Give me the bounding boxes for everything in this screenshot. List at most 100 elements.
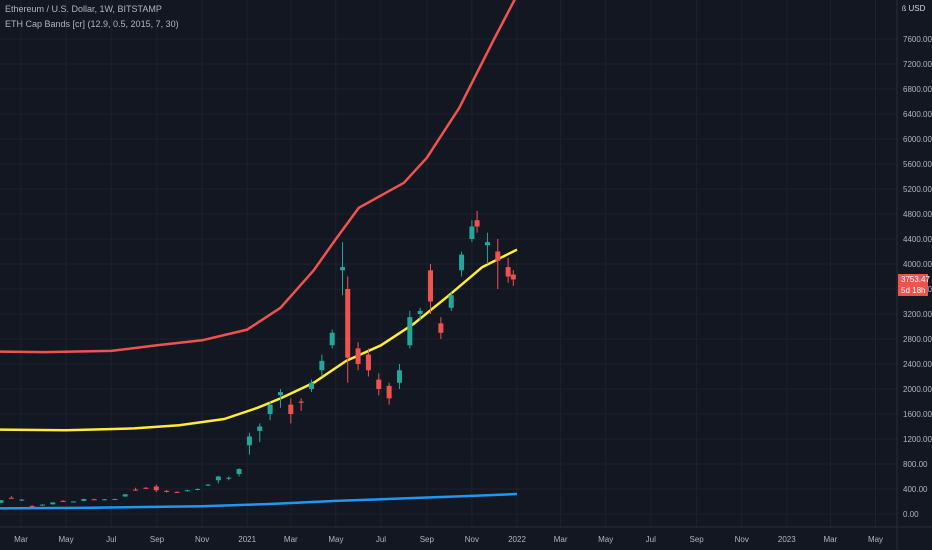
- y-tick-label: 400.00: [903, 485, 928, 494]
- candle-body: [257, 426, 263, 431]
- x-tick-label: 2023: [778, 535, 796, 544]
- candle-up: [340, 242, 346, 296]
- x-tick-label: Mar: [554, 535, 568, 544]
- x-tick-label: Nov: [465, 535, 479, 544]
- cap-bands: [0, 0, 518, 510]
- candle-up: [267, 401, 273, 421]
- candle-down: [164, 489, 170, 493]
- candle-body: [122, 494, 128, 497]
- candle-up: [417, 307, 423, 321]
- candle-up: [226, 476, 232, 481]
- candle-up: [112, 498, 118, 500]
- candle-body: [184, 490, 190, 492]
- x-tick-label: 2021: [238, 535, 256, 544]
- candle-down: [376, 373, 382, 396]
- x-tick-label: May: [59, 535, 74, 544]
- candle-down: [365, 348, 371, 377]
- candle-body: [8, 497, 14, 499]
- candle-up: [396, 364, 402, 389]
- candle-up: [319, 354, 325, 377]
- candle-body: [164, 490, 170, 492]
- candle-up: [236, 468, 242, 477]
- candle-body: [345, 289, 351, 358]
- candle-up: [70, 501, 76, 503]
- candle-up: [469, 220, 475, 243]
- candle-up: [257, 423, 263, 443]
- candle-body: [474, 220, 480, 227]
- candle-down: [133, 487, 139, 491]
- candle-up: [459, 251, 465, 277]
- candle-body: [91, 499, 97, 501]
- candle-up: [39, 504, 45, 506]
- y-tick-label: 1200.00: [903, 435, 932, 444]
- x-tick-label: May: [328, 535, 343, 544]
- x-tick-label: Mar: [284, 535, 298, 544]
- candle-body: [438, 323, 444, 333]
- candle-body: [355, 348, 361, 364]
- candle-up: [309, 379, 315, 393]
- time-axis[interactable]: Mar May Jul Sep Nov 2021 Mar May Jul Sep Nov 2022 Ma…: [14, 535, 883, 544]
- candle-body: [329, 332, 335, 346]
- candle-down: [428, 264, 434, 314]
- candle-up: [277, 389, 283, 408]
- candle-body: [340, 267, 346, 271]
- chart-title[interactable]: Ethereum / U.S. Dollar, 1W, BITSTAMP: [5, 4, 162, 14]
- last-price-tag: 3753.47: [898, 274, 930, 285]
- candle-up: [329, 329, 335, 349]
- y-tick-label: 4800.00: [903, 210, 932, 219]
- candle-up: [122, 494, 128, 497]
- price-axis[interactable]: 0.00 400.00 800.00 1200.00 1600.00 2000.00 240…: [903, 35, 932, 519]
- candle-body: [195, 489, 201, 490]
- grid: [0, 0, 897, 527]
- candle-body: [417, 310, 423, 314]
- candle-body: [215, 476, 221, 481]
- y-tick-label: 6800.00: [903, 85, 932, 94]
- candle-body: [60, 500, 66, 502]
- candle-body: [143, 487, 149, 489]
- candle-down: [474, 210, 480, 233]
- candle-up: [205, 484, 211, 486]
- candle-down: [288, 398, 294, 424]
- y-tick-label: 1600.00: [903, 410, 932, 419]
- candle-down: [505, 257, 511, 283]
- candle-down: [143, 487, 149, 489]
- candle-body: [205, 484, 211, 486]
- candle-up: [81, 498, 87, 502]
- candle-body: [29, 505, 35, 507]
- candle-body: [407, 317, 413, 346]
- x-tick-label: Sep: [420, 535, 435, 544]
- candle-body: [19, 499, 25, 501]
- x-tick-label: Jul: [646, 535, 656, 544]
- candle-body: [39, 504, 45, 506]
- y-tick-label: 800.00: [903, 460, 928, 469]
- candle-body: [505, 267, 511, 277]
- candle-body: [226, 477, 232, 479]
- x-tick-label: Sep: [690, 535, 705, 544]
- x-tick-label: Jul: [106, 535, 116, 544]
- lower-band-line: [0, 492, 518, 510]
- candle-down: [174, 491, 180, 494]
- candles: [0, 210, 516, 508]
- currency-label[interactable]: ß USD: [902, 4, 925, 13]
- candle-body: [0, 500, 4, 503]
- candle-body: [174, 491, 180, 493]
- candle-up: [246, 432, 252, 455]
- candle-down: [91, 498, 97, 501]
- y-tick-label: 6400.00: [903, 110, 932, 119]
- y-tick-label: 2400.00: [903, 360, 932, 369]
- candle-down: [345, 276, 351, 383]
- candle-down: [29, 505, 35, 508]
- x-tick-label: May: [868, 535, 883, 544]
- y-tick-label: 6000.00: [903, 135, 932, 144]
- candle-down: [298, 398, 304, 411]
- candle-up: [215, 475, 221, 484]
- y-tick-label: 5600.00: [903, 160, 932, 169]
- candle-down: [355, 342, 361, 371]
- x-tick-label: Mar: [14, 535, 28, 544]
- upper-band-line: [0, 0, 516, 354]
- candle-body: [277, 392, 283, 396]
- candle-down: [153, 484, 159, 493]
- candle-body: [448, 295, 454, 308]
- indicator-legend[interactable]: ETH Cap Bands [cr] (12.9, 0.5, 2015, 7, …: [5, 19, 179, 29]
